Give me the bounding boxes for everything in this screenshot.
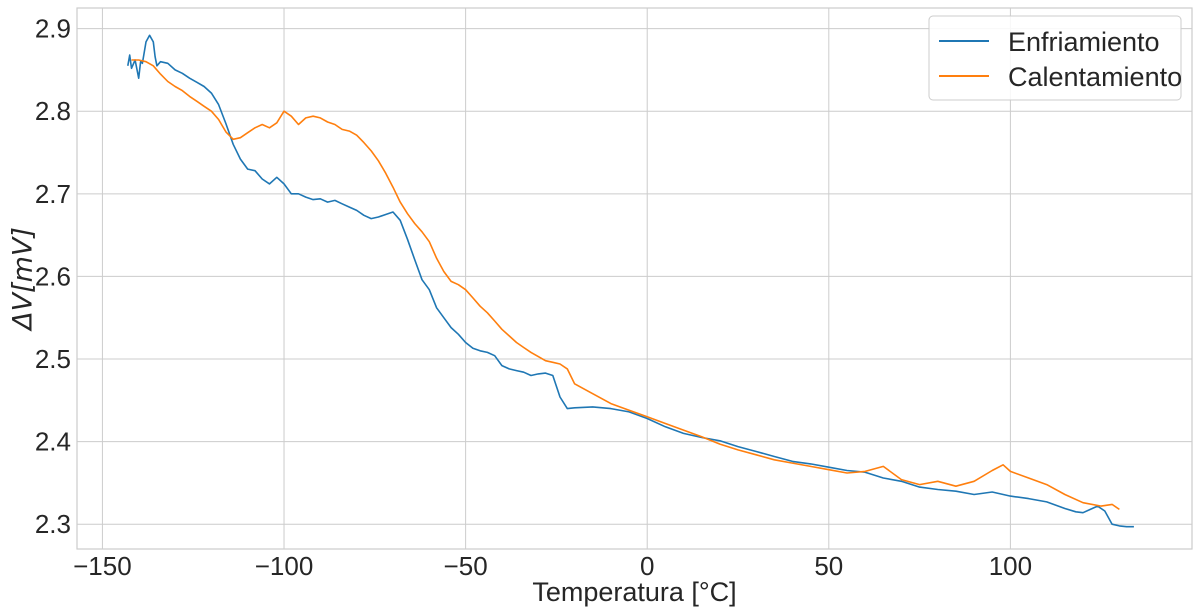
y-tick-label: 2.3 — [35, 509, 71, 539]
x-tick-label: 50 — [814, 551, 843, 581]
plot-frame — [76, 7, 1193, 550]
x-tick-label: 0 — [640, 551, 654, 581]
legend: Enfriamiento Calentamiento — [928, 15, 1182, 101]
y-tick-label: 2.8 — [35, 96, 71, 126]
y-tick-label: 2.7 — [35, 179, 71, 209]
series-line-calentamiento — [131, 59, 1120, 511]
y-tick-labels: 2.3 2.4 2.5 2.6 2.7 2.8 2.9 — [35, 14, 71, 540]
x-tick-label: −100 — [255, 551, 314, 581]
series-line-enfriamiento — [127, 34, 1134, 528]
y-tick-label: 2.5 — [35, 344, 71, 374]
legend-label-calentamiento: Calentamiento — [1008, 62, 1182, 92]
x-axis-label: Temperatura [°C] — [532, 577, 736, 607]
y-tick-label: 2.9 — [35, 14, 71, 44]
x-tick-label: −50 — [444, 551, 488, 581]
x-tick-label: −150 — [73, 551, 132, 581]
y-tick-label: 2.6 — [35, 261, 71, 291]
series-layer — [127, 34, 1134, 528]
x-tick-labels: −150 −100 −50 0 50 100 — [73, 551, 1032, 581]
legend-box — [928, 15, 1182, 101]
y-tick-label: 2.4 — [35, 427, 71, 457]
x-tick-label: 100 — [989, 551, 1032, 581]
y-axis-label: ΔV[mV] — [8, 227, 39, 332]
grid-lines — [77, 8, 1192, 549]
legend-label-enfriamiento: Enfriamiento — [1008, 27, 1160, 57]
